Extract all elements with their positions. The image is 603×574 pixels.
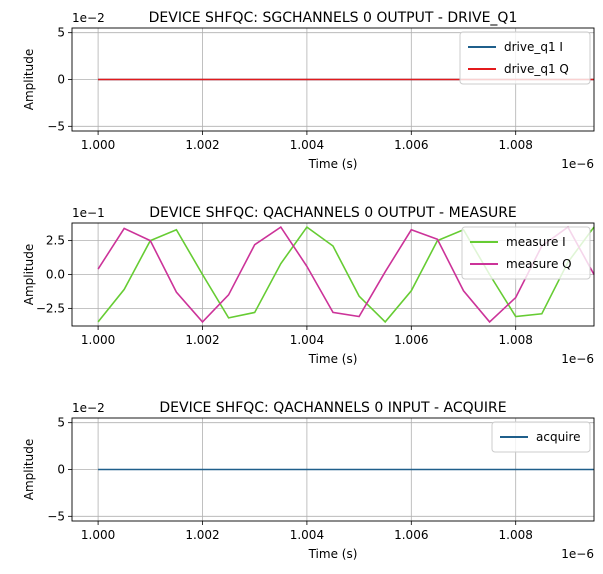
legend: acquire — [491, 421, 591, 453]
y-offset-label: 1e−2 — [72, 11, 105, 25]
x-tick-label: 1.000 — [81, 528, 115, 542]
y-tick-label: 0.0 — [46, 268, 65, 282]
y-tick-label: 5 — [57, 416, 65, 430]
legend-label: measure I — [506, 235, 566, 249]
y-offset-label: 1e−2 — [72, 401, 105, 415]
legend-label: drive_q1 Q — [504, 62, 569, 76]
legend-box — [491, 421, 591, 453]
y-tick-label: 5 — [57, 26, 65, 40]
x-tick-label: 1.008 — [499, 333, 533, 347]
chart-title: DEVICE SHFQC: QACHANNELS 0 INPUT - ACQUI… — [159, 400, 506, 416]
legend-box — [459, 31, 591, 85]
x-tick-label: 1.000 — [81, 138, 115, 152]
y-axis-label: Amplitude — [22, 49, 36, 111]
legend: measure I measure Q — [461, 226, 591, 280]
x-tick-label: 1.000 — [81, 333, 115, 347]
x-tick-label: 1.008 — [499, 528, 533, 542]
y-tick-label: −2.5 — [36, 301, 65, 315]
series-line-measure-i — [97, 225, 595, 324]
subplot-1: 1.000 1.002 1.004 1.006 1.008 −5 0 5 DEVICE SHFQ… — [22, 10, 595, 171]
subplot-3: 1.000 1.002 1.004 1.006 1.008 −5 0 5 DEVICE SHFQ… — [22, 400, 595, 561]
legend-box — [461, 226, 591, 280]
y-axis-label: Amplitude — [22, 244, 36, 306]
y-tick-label: −5 — [47, 509, 65, 523]
x-tick-label: 1.002 — [185, 528, 219, 542]
y-tick-label: 0 — [57, 463, 65, 477]
y-tick-label: −5 — [47, 119, 65, 133]
x-offset-label: 1e−6 — [561, 157, 594, 171]
x-tick-label: 1.008 — [499, 138, 533, 152]
subplot-2: 1.000 1.002 1.004 1.006 1.008 −2.5 0.0 2.5 DEVIC… — [22, 205, 595, 366]
x-tick-label: 1.006 — [394, 528, 428, 542]
legend: drive_q1 I drive_q1 Q — [459, 31, 591, 85]
x-tick-label: 1.006 — [394, 333, 428, 347]
x-axis-label: Time (s) — [308, 157, 358, 171]
x-tick-label: 1.006 — [394, 138, 428, 152]
x-axis-label: Time (s) — [308, 352, 358, 366]
x-offset-label: 1e−6 — [561, 352, 594, 366]
y-tick-label: 2.5 — [46, 234, 65, 248]
y-offset-label: 1e−1 — [72, 206, 105, 220]
x-tick-label: 1.004 — [290, 528, 324, 542]
chart-title: DEVICE SHFQC: SGCHANNELS 0 OUTPUT - DRIV… — [149, 10, 518, 26]
x-tick-label: 1.002 — [185, 333, 219, 347]
x-tick-label: 1.004 — [290, 333, 324, 347]
y-tick-label: 0 — [57, 73, 65, 87]
x-tick-label: 1.004 — [290, 138, 324, 152]
legend-label: drive_q1 I — [504, 40, 563, 54]
x-axis-label: Time (s) — [308, 547, 358, 561]
x-tick-label: 1.002 — [185, 138, 219, 152]
y-axis-label: Amplitude — [22, 439, 36, 501]
series-line-measure-q — [97, 225, 595, 324]
chart-title: DEVICE SHFQC: QACHANNELS 0 OUTPUT - MEAS… — [149, 205, 517, 221]
legend-label: measure Q — [506, 257, 572, 271]
x-offset-label: 1e−6 — [561, 547, 594, 561]
legend-label: acquire — [536, 430, 581, 444]
